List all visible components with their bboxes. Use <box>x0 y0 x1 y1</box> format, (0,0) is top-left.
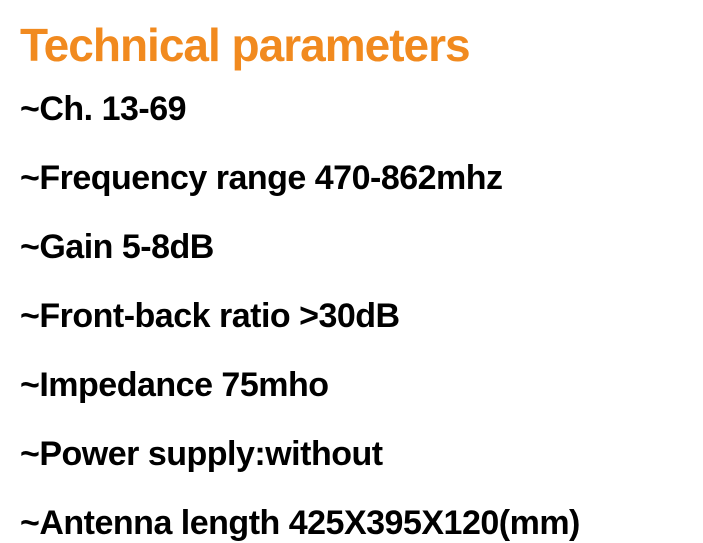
parameter-item: ~Front-back ratio >30dB <box>20 297 683 336</box>
parameter-item: ~Frequency range 470-862mhz <box>20 159 683 198</box>
section-heading: Technical parameters <box>20 18 683 72</box>
parameter-item: ~Antenna length 425X395X120(mm) <box>20 504 683 543</box>
parameter-item: ~Impedance 75mho <box>20 366 683 405</box>
parameter-item: ~Power supply:without <box>20 435 683 474</box>
parameter-list: ~Ch. 13-69 ~Frequency range 470-862mhz ~Ga… <box>20 90 683 543</box>
parameter-item: ~Gain 5-8dB <box>20 228 683 267</box>
parameter-item: ~Ch. 13-69 <box>20 90 683 129</box>
